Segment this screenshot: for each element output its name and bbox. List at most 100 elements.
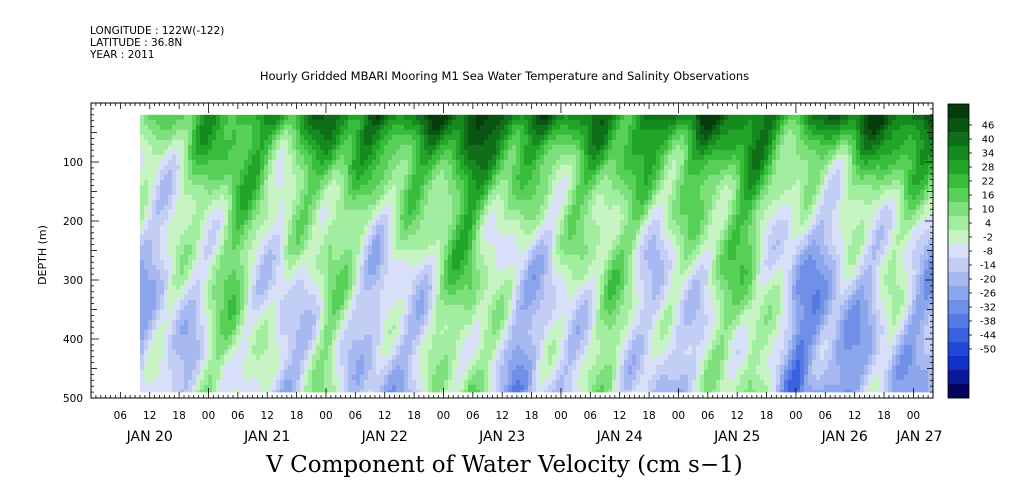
heatmap-cell bbox=[396, 189, 401, 196]
heatmap-cell bbox=[180, 294, 185, 301]
heatmap-cell bbox=[280, 214, 285, 221]
heatmap-cell bbox=[264, 349, 269, 356]
heatmap-cell bbox=[176, 359, 181, 366]
heatmap-cell bbox=[172, 149, 177, 156]
heatmap-cell bbox=[168, 309, 173, 316]
heatmap-cell bbox=[244, 269, 249, 276]
heatmap-cell bbox=[424, 169, 429, 176]
heatmap-cell bbox=[324, 189, 329, 196]
heatmap-cell bbox=[424, 214, 429, 221]
heatmap-cell bbox=[428, 369, 433, 376]
heatmap-cell bbox=[192, 359, 197, 366]
heatmap-cell bbox=[304, 369, 309, 376]
heatmap-cell bbox=[384, 249, 389, 256]
heatmap-cell bbox=[432, 194, 437, 201]
heatmap-cell bbox=[432, 234, 437, 241]
heatmap-cell bbox=[484, 269, 489, 276]
heatmap-cell bbox=[160, 314, 165, 321]
heatmap-cell bbox=[276, 224, 281, 231]
heatmap-cell bbox=[264, 319, 269, 326]
heatmap-cell bbox=[368, 324, 373, 331]
heatmap-cell bbox=[336, 264, 341, 271]
heatmap-cell bbox=[464, 369, 469, 376]
heatmap-cell bbox=[408, 264, 413, 271]
heatmap-cell bbox=[208, 259, 213, 266]
heatmap-cell bbox=[184, 269, 189, 276]
heatmap-cell bbox=[312, 369, 317, 376]
heatmap-cell bbox=[212, 284, 217, 291]
heatmap-cell bbox=[396, 234, 401, 241]
heatmap-cell bbox=[472, 124, 477, 131]
heatmap-cell bbox=[160, 179, 165, 186]
heatmap-cell bbox=[204, 124, 209, 131]
heatmap-cell bbox=[332, 134, 337, 141]
heatmap-cell bbox=[472, 189, 477, 196]
heatmap-cell bbox=[376, 334, 381, 341]
heatmap-cell bbox=[488, 324, 493, 331]
heatmap-cell bbox=[164, 214, 169, 221]
heatmap-cell bbox=[452, 269, 457, 276]
heatmap-cell bbox=[200, 184, 205, 191]
heatmap-cell bbox=[364, 144, 369, 151]
heatmap-cell bbox=[432, 384, 437, 391]
heatmap-cell bbox=[260, 124, 265, 131]
heatmap-cell bbox=[248, 309, 253, 316]
heatmap-cell bbox=[452, 164, 457, 171]
heatmap-cell bbox=[256, 364, 261, 371]
heatmap-cell bbox=[360, 364, 365, 371]
heatmap-cell bbox=[296, 189, 301, 196]
heatmap-cell bbox=[156, 194, 161, 201]
heatmap-cell bbox=[488, 364, 493, 371]
heatmap-cell bbox=[376, 209, 381, 216]
heatmap-cell bbox=[168, 174, 173, 181]
heatmap-cell bbox=[332, 114, 337, 121]
heatmap-cell bbox=[304, 159, 309, 166]
heatmap-cell bbox=[292, 384, 297, 391]
heatmap-cell bbox=[388, 389, 393, 393]
heatmap-cell bbox=[196, 249, 201, 256]
heatmap-cell bbox=[156, 174, 161, 181]
heatmap-cell bbox=[436, 374, 441, 381]
heatmap-cell bbox=[208, 129, 213, 136]
heatmap-cell bbox=[296, 249, 301, 256]
heatmap-cell bbox=[404, 324, 409, 331]
heatmap-cell bbox=[140, 344, 145, 351]
heatmap-cell bbox=[276, 119, 281, 126]
heatmap-cell bbox=[416, 384, 421, 391]
heatmap-cell bbox=[440, 274, 445, 281]
heatmap-cell bbox=[228, 264, 233, 271]
heatmap-cell bbox=[204, 299, 209, 306]
heatmap-cell bbox=[432, 289, 437, 296]
heatmap-cell bbox=[176, 294, 181, 301]
heatmap-cell bbox=[356, 314, 361, 321]
heatmap-cell bbox=[408, 259, 413, 266]
heatmap-cell bbox=[176, 219, 181, 226]
heatmap-cell bbox=[328, 304, 333, 311]
heatmap-cell bbox=[388, 289, 393, 296]
heatmap-cell bbox=[228, 164, 233, 171]
heatmap-cell bbox=[452, 284, 457, 291]
heatmap-cell bbox=[284, 339, 289, 346]
heatmap-cell bbox=[388, 219, 393, 226]
heatmap-cell bbox=[212, 254, 217, 261]
heatmap-cell bbox=[452, 149, 457, 156]
heatmap-cell bbox=[332, 309, 337, 316]
heatmap-cell bbox=[148, 214, 153, 221]
heatmap-cell bbox=[456, 249, 461, 256]
heatmap-cell bbox=[268, 129, 273, 136]
heatmap-cell bbox=[316, 239, 321, 246]
heatmap-cell bbox=[284, 284, 289, 291]
heatmap-cell bbox=[272, 134, 277, 141]
heatmap-cell bbox=[344, 179, 349, 186]
heatmap-cell bbox=[180, 384, 185, 391]
heatmap-cell bbox=[216, 144, 221, 151]
heatmap-cell bbox=[300, 269, 305, 276]
heatmap-cell bbox=[240, 169, 245, 176]
heatmap-cell bbox=[264, 324, 269, 331]
heatmap-cell bbox=[440, 254, 445, 261]
heatmap-cell bbox=[252, 339, 257, 346]
heatmap-cell bbox=[200, 259, 205, 266]
heatmap-cell bbox=[452, 244, 457, 251]
heatmap-cell bbox=[436, 334, 441, 341]
heatmap-cell bbox=[352, 379, 357, 386]
